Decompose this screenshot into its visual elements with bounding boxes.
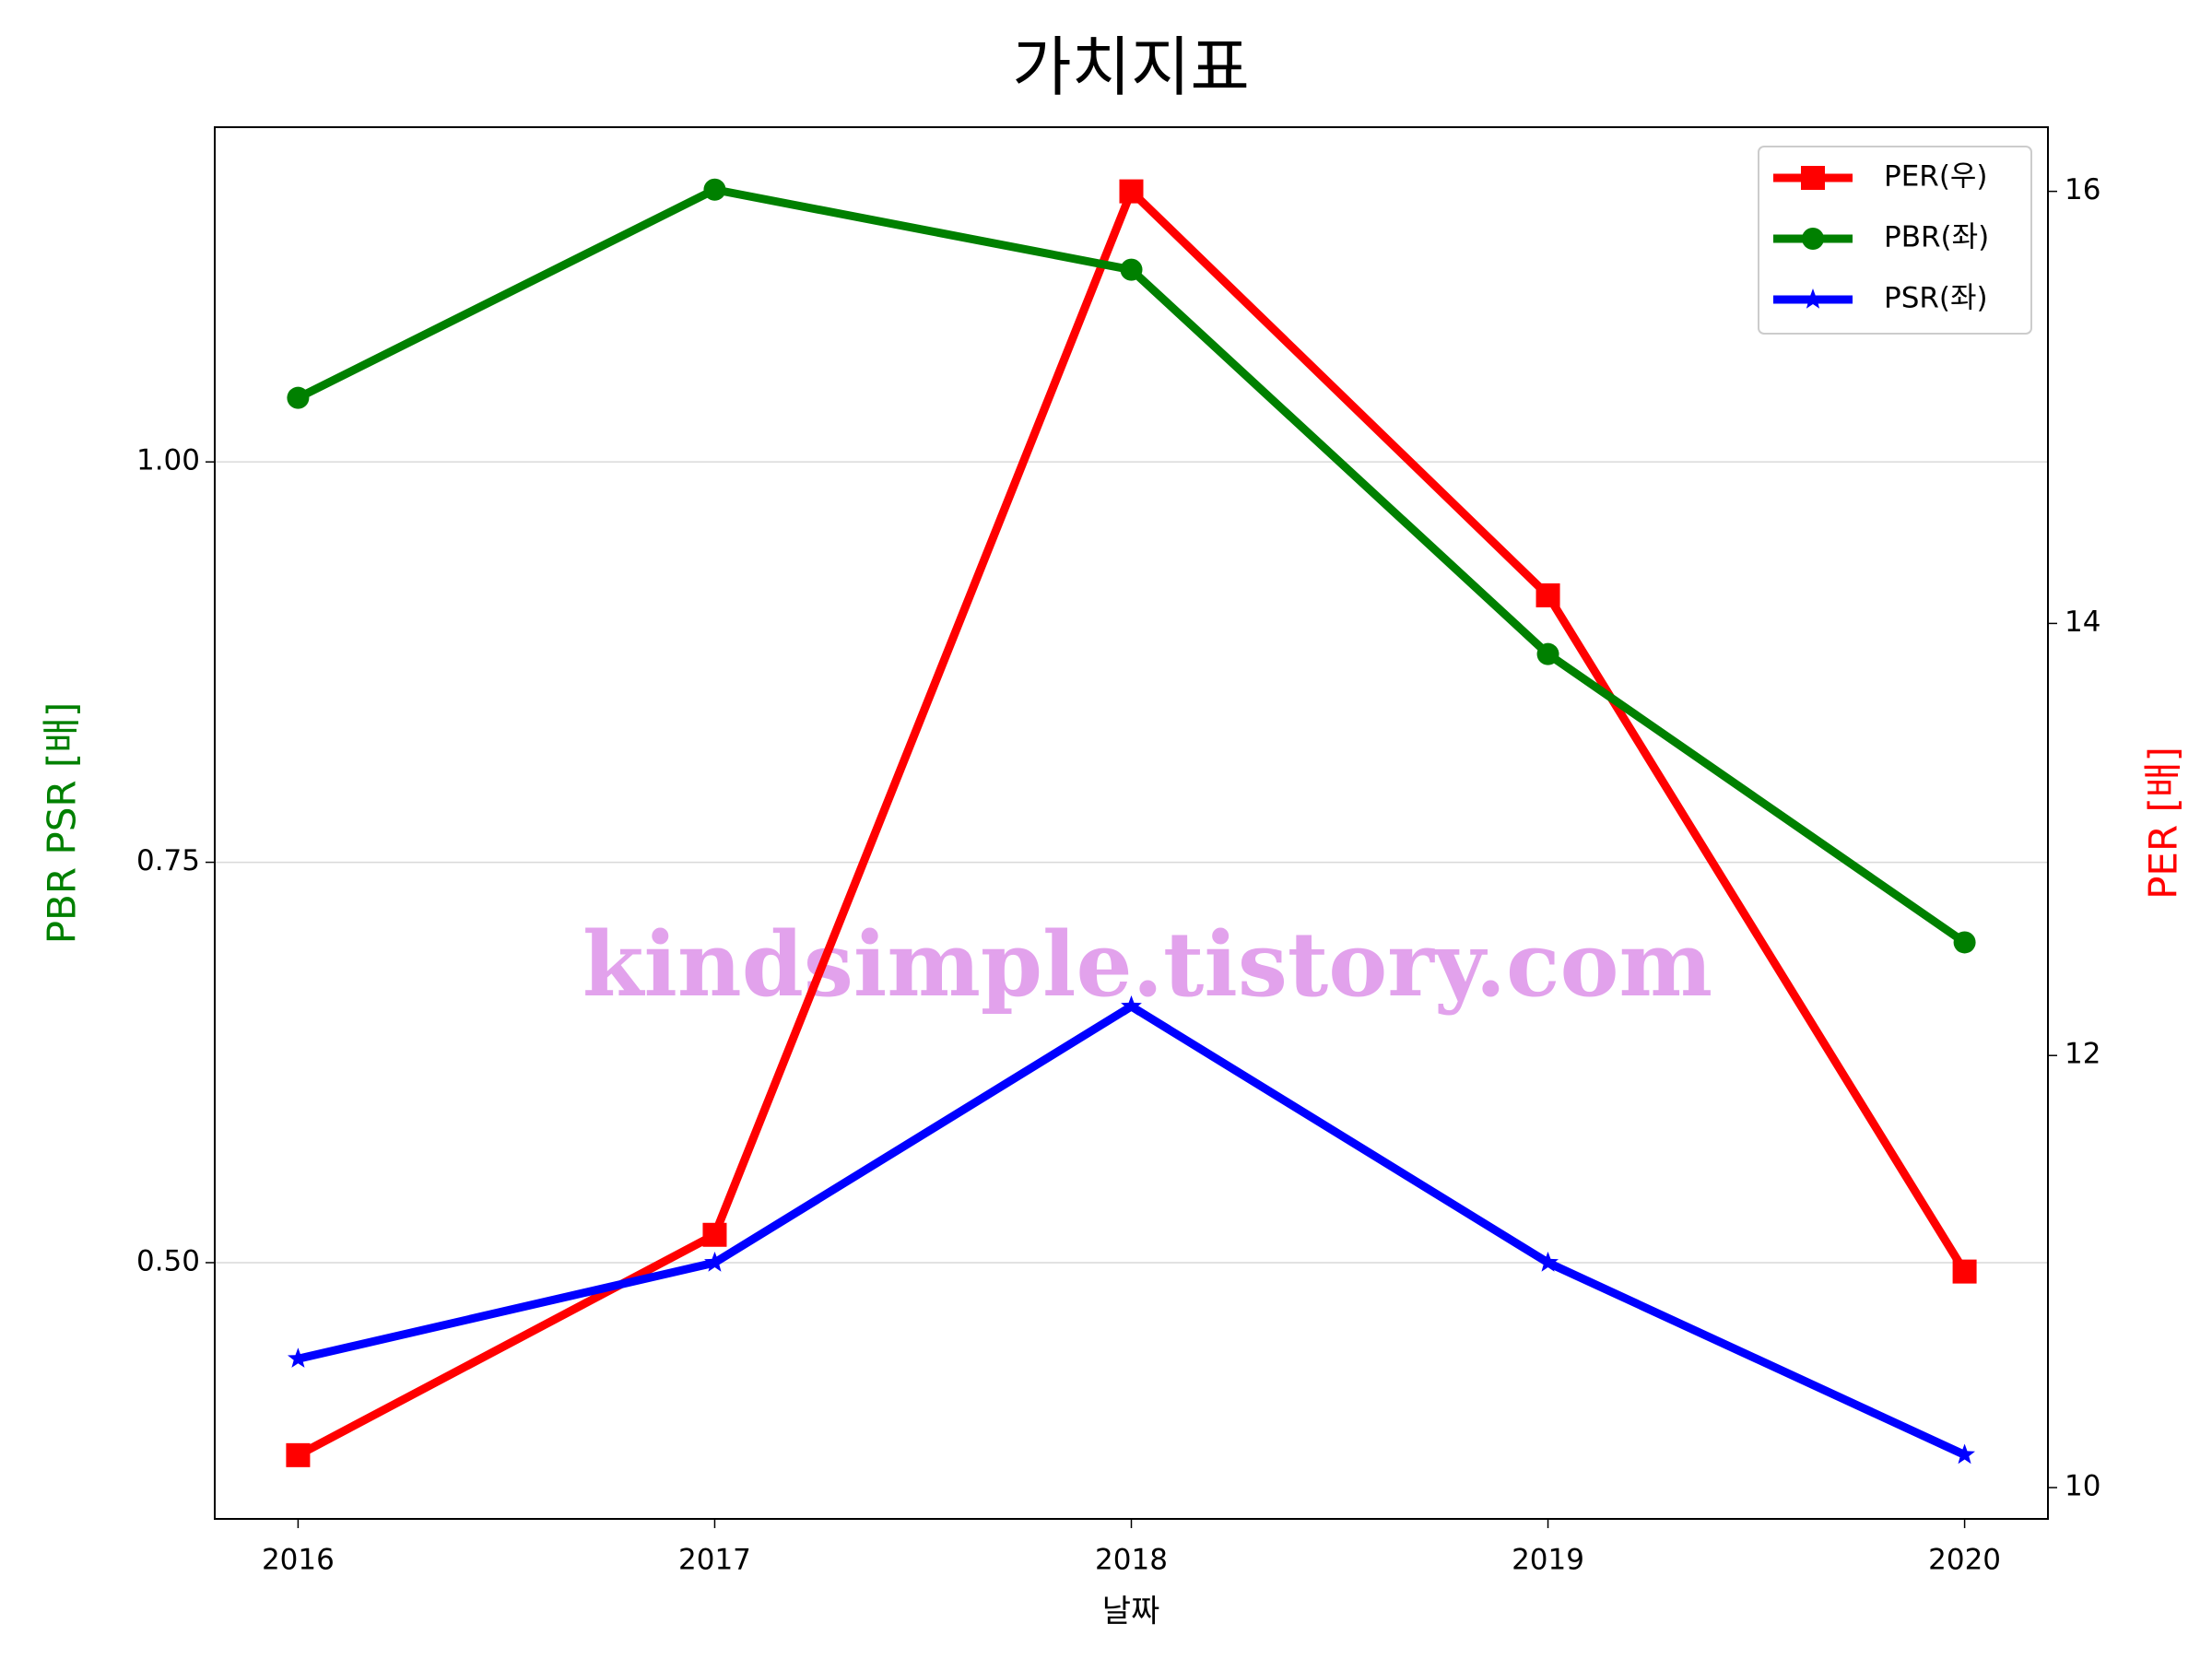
x-tick-label: 2019 bbox=[1512, 1544, 1584, 1577]
y-tick-label: 0.50 bbox=[136, 1244, 200, 1277]
plot-frame bbox=[214, 126, 2049, 1520]
y2-axis-label: PER [배] bbox=[2141, 747, 2186, 900]
x-axis-label: 날짜 bbox=[1102, 1594, 1160, 1630]
data-point bbox=[1952, 1259, 1977, 1284]
y2-tick-label: 16 bbox=[2065, 173, 2100, 206]
y-axis-label: PBR PSR [배] bbox=[40, 702, 85, 945]
data-point bbox=[1536, 642, 1559, 665]
data-point bbox=[703, 178, 726, 201]
x-tick-label: 2018 bbox=[1095, 1544, 1168, 1577]
data-point bbox=[1954, 1443, 1975, 1465]
x-tick-label: 2017 bbox=[678, 1544, 751, 1577]
data-point bbox=[704, 1252, 725, 1272]
legend-label: PER(우) bbox=[1884, 160, 1988, 194]
y2-tick-label: 14 bbox=[2065, 606, 2100, 639]
data-point bbox=[1121, 995, 1142, 1016]
legend-label: PSR(좌) bbox=[1884, 282, 1988, 315]
y2-tick-label: 10 bbox=[2065, 1470, 2100, 1503]
data-point bbox=[287, 386, 310, 409]
data-point bbox=[288, 1347, 309, 1368]
data-point bbox=[702, 1222, 727, 1247]
data-point bbox=[1119, 179, 1144, 204]
chart-title: 가치지표 bbox=[1012, 29, 1250, 105]
legend-marker bbox=[1801, 166, 1825, 190]
y-tick-label: 0.75 bbox=[136, 844, 200, 877]
y-tick-label: 1.00 bbox=[136, 444, 200, 477]
x-tick-label: 2016 bbox=[262, 1544, 335, 1577]
data-point bbox=[286, 1442, 311, 1467]
data-point bbox=[1537, 1252, 1559, 1272]
data-point bbox=[1535, 582, 1560, 607]
x-tick-label: 2020 bbox=[1928, 1544, 2001, 1577]
data-point bbox=[1953, 931, 1976, 954]
watermark: kindsimple.tistory.com bbox=[582, 912, 1712, 1017]
legend-marker bbox=[1802, 288, 1824, 309]
legend-box bbox=[1758, 146, 2032, 335]
legend-marker bbox=[1802, 228, 1824, 250]
legend-label: PBR(좌) bbox=[1884, 221, 1989, 254]
data-point bbox=[1120, 258, 1143, 281]
y2-tick-label: 12 bbox=[2065, 1038, 2100, 1071]
